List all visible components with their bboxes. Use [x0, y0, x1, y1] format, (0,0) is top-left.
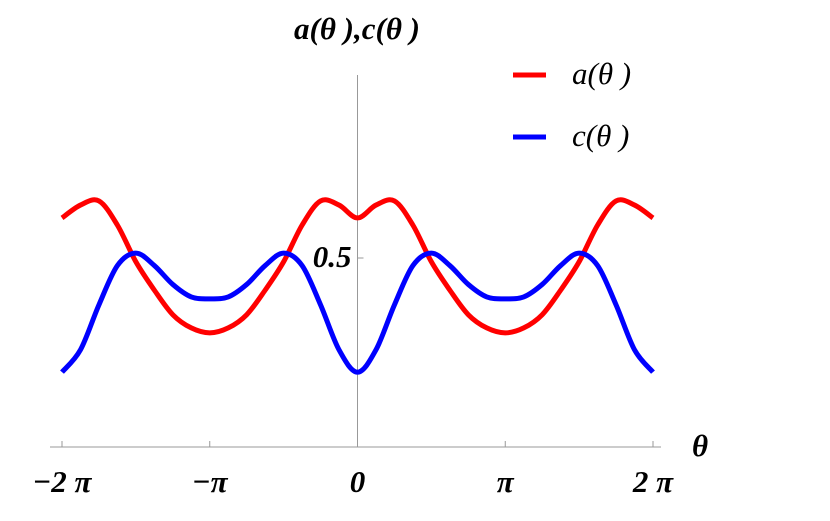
x-tick-label: 2 π [632, 464, 674, 499]
x-tick-label: −2 π [33, 464, 93, 499]
x-tick-label: π [497, 464, 515, 499]
x-tick-label: 0 [350, 464, 366, 499]
legend-label: c(θ ) [572, 118, 629, 153]
x-axis-label: θ [692, 428, 708, 463]
line-series [60, 197, 655, 336]
legend-label: a(θ ) [572, 56, 631, 91]
y-axis-label: a(θ ),c(θ ) [294, 11, 420, 46]
x-tick-label: −π [192, 464, 229, 499]
y-tick-label: 0.5 [313, 239, 352, 274]
line-series [60, 250, 655, 375]
